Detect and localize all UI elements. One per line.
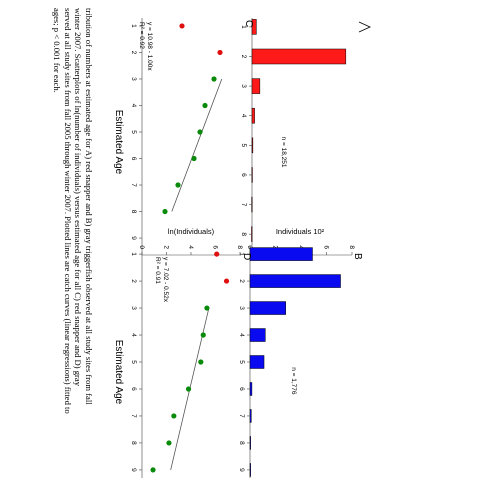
x-tick-label-D: 1: [130, 252, 137, 256]
x-tick-label-D: 8: [130, 441, 137, 445]
y-tick-label-D: 0: [138, 245, 145, 249]
bar-B-age-5: [249, 355, 265, 369]
bar-B-age-3: [249, 301, 286, 315]
tick-label-A: 7: [240, 203, 247, 207]
tick-label-B: 8: [238, 441, 245, 445]
x-tick-label-C: 6: [130, 157, 137, 161]
data-point-D: [223, 278, 230, 284]
y-tick-label-D: 2: [163, 245, 170, 249]
y-tick-label-B: 0: [246, 245, 253, 249]
x-tick-label-C: 8: [130, 210, 137, 214]
tick-label-B: 6: [238, 387, 245, 391]
data-point-D: [150, 467, 156, 473]
bar-A-age-3: [251, 78, 261, 94]
bar-A-age-4: [251, 107, 255, 124]
x-tick-label-D: 4: [130, 333, 137, 337]
data-point-C: [217, 49, 223, 56]
x-tick-label-D: 7: [130, 414, 137, 418]
data-point-D: [204, 305, 210, 311]
data-point-C: [211, 76, 217, 82]
bar-B-age-7: [249, 409, 252, 423]
equation-D: y = 7.02 - 0.52x: [162, 257, 169, 303]
x-tick-label-C: 7: [130, 183, 137, 187]
bar-A-age-2: [251, 48, 347, 65]
regression-line-C: [171, 78, 223, 212]
x-tick-label-C: 9: [130, 236, 137, 240]
n-label-A: n = 18,251: [280, 137, 287, 168]
x-tick-label-C: 1: [130, 24, 137, 28]
data-point-D: [200, 332, 206, 338]
bar-B-age-2: [249, 274, 341, 288]
panel-letter-D: D: [241, 253, 252, 260]
x-tick-label-C: 3: [130, 77, 137, 81]
x-tick-label-C: 5: [130, 130, 137, 134]
tick-label-A: 6: [240, 173, 247, 177]
bar-B-age-9: [249, 463, 251, 477]
x-tick-label-D: 9: [130, 468, 137, 472]
bar-A-age-5: [251, 137, 254, 154]
tick-label-A: 1: [240, 25, 247, 29]
x-tick-label-C: 2: [130, 51, 137, 55]
tick-label-B: 2: [238, 279, 245, 283]
y-axis-label-D: ln(Individuals): [168, 227, 215, 236]
y-axis-label-B: Individuals 10²: [276, 227, 325, 236]
data-point-D: [166, 440, 172, 446]
panel-letter-C: C: [243, 20, 254, 27]
x-tick-label-D: 5: [130, 360, 137, 364]
r-squared-C: R² = 0.92: [138, 22, 145, 49]
tick-label-B: 1: [238, 252, 245, 256]
y-tick-label-D: 4: [187, 245, 194, 249]
tick-label-B: 3: [238, 306, 245, 310]
bar-B-age-8: [249, 436, 251, 450]
data-point-C: [162, 208, 168, 215]
bar-B-age-4: [249, 328, 266, 342]
tick-label-A: 3: [240, 84, 247, 88]
data-point-C: [179, 23, 185, 29]
data-point-D: [185, 386, 192, 392]
x-tick-label-C: 4: [130, 104, 137, 108]
data-point-C: [202, 102, 208, 109]
panel-letter-B: B: [352, 253, 363, 260]
data-point-D: [171, 413, 177, 419]
y-tick-label-B: 6: [323, 245, 330, 249]
bar-B-age-1: [249, 247, 313, 261]
x-axis-label-C: Estimated Age: [113, 110, 124, 175]
y-tick-label-B: 8: [348, 245, 355, 249]
data-point-C: [175, 182, 181, 188]
r-squared-D: R² = 0.91: [154, 257, 161, 284]
data-point-D: [198, 359, 204, 365]
x-axis-label-D: Estimated Age: [113, 340, 124, 405]
bar-B-age-6: [249, 382, 253, 396]
x-tick-label-D: 6: [130, 387, 137, 391]
tick-label-B: 5: [238, 360, 245, 364]
data-point-C: [197, 129, 203, 135]
y-tick-label-D: 6: [212, 245, 219, 249]
data-point-C: [191, 155, 197, 162]
tick-label-A: 8: [240, 232, 247, 236]
equation-C: y = 10.98 - 1.00x: [146, 22, 153, 71]
tick-label-B: 9: [238, 468, 245, 472]
tick-label-B: 4: [238, 333, 245, 337]
tick-label-A: 2: [240, 55, 247, 59]
x-tick-label-D: 2: [130, 279, 137, 283]
tick-label-A: 4: [240, 114, 247, 118]
tick-label-B: 7: [238, 414, 245, 418]
panel-letter-A: [358, 21, 371, 33]
x-tick-label-D: 3: [130, 306, 137, 310]
tick-label-A: 5: [240, 144, 247, 148]
n-label-B: n = 1,776: [290, 367, 297, 395]
y-tick-label-D: 8: [236, 245, 243, 249]
data-point-D: [214, 251, 220, 257]
